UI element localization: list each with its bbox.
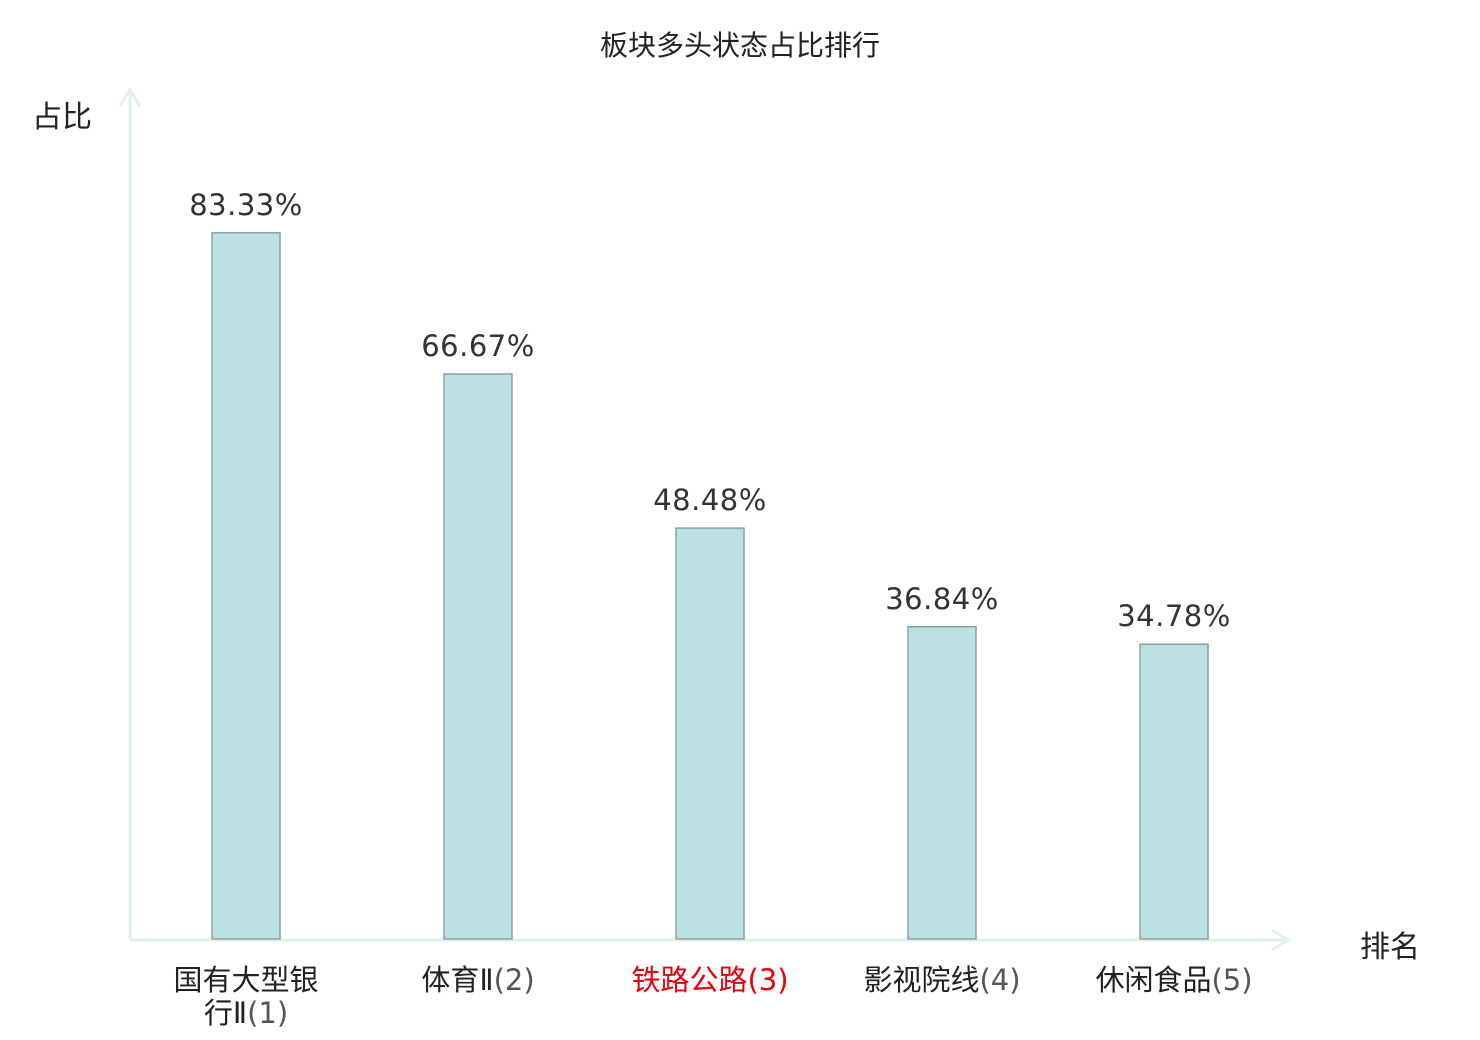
x-tick-label: 铁路公路(3) [600, 964, 820, 997]
value-label: 34.78% [1117, 599, 1231, 633]
value-label: 66.67% [421, 329, 535, 363]
category-rank: (2) [493, 963, 535, 997]
x-tick-label: 体育Ⅱ(2) [368, 964, 588, 997]
y-axis-title: 占比 [32, 100, 92, 135]
bar-series [211, 232, 1209, 940]
bar [211, 232, 281, 940]
category-rank: (5) [1211, 963, 1253, 997]
category-name: 国有大型银行Ⅱ [173, 963, 319, 1030]
x-axis-arrow [1271, 928, 1291, 952]
x-tick-label: 休闲食品(5) [1064, 964, 1284, 997]
category-name: 体育Ⅱ [421, 963, 494, 997]
bar [1139, 643, 1209, 940]
category-rank: (3) [747, 963, 789, 997]
bar [907, 626, 977, 940]
y-axis-arrow [118, 87, 142, 107]
category-name: 休闲食品 [1095, 963, 1212, 997]
value-label: 36.84% [885, 582, 999, 616]
category-name: 影视院线 [863, 963, 980, 997]
chart-axes [118, 87, 1291, 952]
bar [443, 373, 513, 940]
chart-title: 板块多头状态占比排行 [599, 29, 880, 62]
bar [675, 527, 745, 940]
x-tick-label: 国有大型银行Ⅱ(1) [171, 964, 321, 1030]
value-labels: 83.33% 66.67% 48.48% 36.84% 34.78% [189, 188, 1231, 633]
value-label: 83.33% [189, 188, 303, 222]
x-tick-label: 影视院线(4) [832, 964, 1052, 997]
category-rank: (4) [979, 963, 1021, 997]
x-axis-title: 排名 [1360, 930, 1420, 965]
value-label: 48.48% [653, 483, 767, 517]
category-name: 铁路公路 [631, 963, 748, 997]
category-rank: (1) [247, 996, 289, 1030]
